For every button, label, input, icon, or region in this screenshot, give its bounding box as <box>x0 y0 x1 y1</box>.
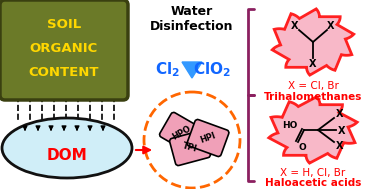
Text: X: X <box>336 109 344 119</box>
FancyBboxPatch shape <box>159 112 205 154</box>
Text: X: X <box>327 21 335 31</box>
Polygon shape <box>182 62 202 78</box>
Text: X = Cl, Br: X = Cl, Br <box>288 81 338 91</box>
FancyBboxPatch shape <box>187 119 229 156</box>
Polygon shape <box>272 9 354 75</box>
Text: $\mathbf{ClO_2}$: $\mathbf{ClO_2}$ <box>193 61 231 79</box>
Text: TPI: TPI <box>182 142 199 154</box>
Text: CONTENT: CONTENT <box>29 67 99 80</box>
FancyBboxPatch shape <box>169 130 211 166</box>
Text: Haloacetic acids: Haloacetic acids <box>265 178 361 188</box>
Text: X: X <box>309 59 317 69</box>
Text: HPI: HPI <box>199 131 217 145</box>
Text: Water
Disinfection: Water Disinfection <box>150 5 234 33</box>
Text: HPO: HPO <box>171 124 193 142</box>
Text: X: X <box>291 21 299 31</box>
FancyBboxPatch shape <box>0 0 128 100</box>
Text: HO: HO <box>282 121 298 129</box>
Ellipse shape <box>2 118 132 178</box>
Text: X: X <box>338 126 346 136</box>
Text: O: O <box>298 143 306 153</box>
Text: Trihalomethanes: Trihalomethanes <box>264 92 362 102</box>
Text: X: X <box>336 141 344 151</box>
Text: DOM: DOM <box>47 149 88 163</box>
Text: ORGANIC: ORGANIC <box>30 43 98 56</box>
Text: $\mathbf{Cl_2}$: $\mathbf{Cl_2}$ <box>156 61 181 79</box>
Text: SOIL: SOIL <box>47 19 81 32</box>
Text: X = H, Cl, Br: X = H, Cl, Br <box>280 168 346 178</box>
Polygon shape <box>269 97 357 163</box>
